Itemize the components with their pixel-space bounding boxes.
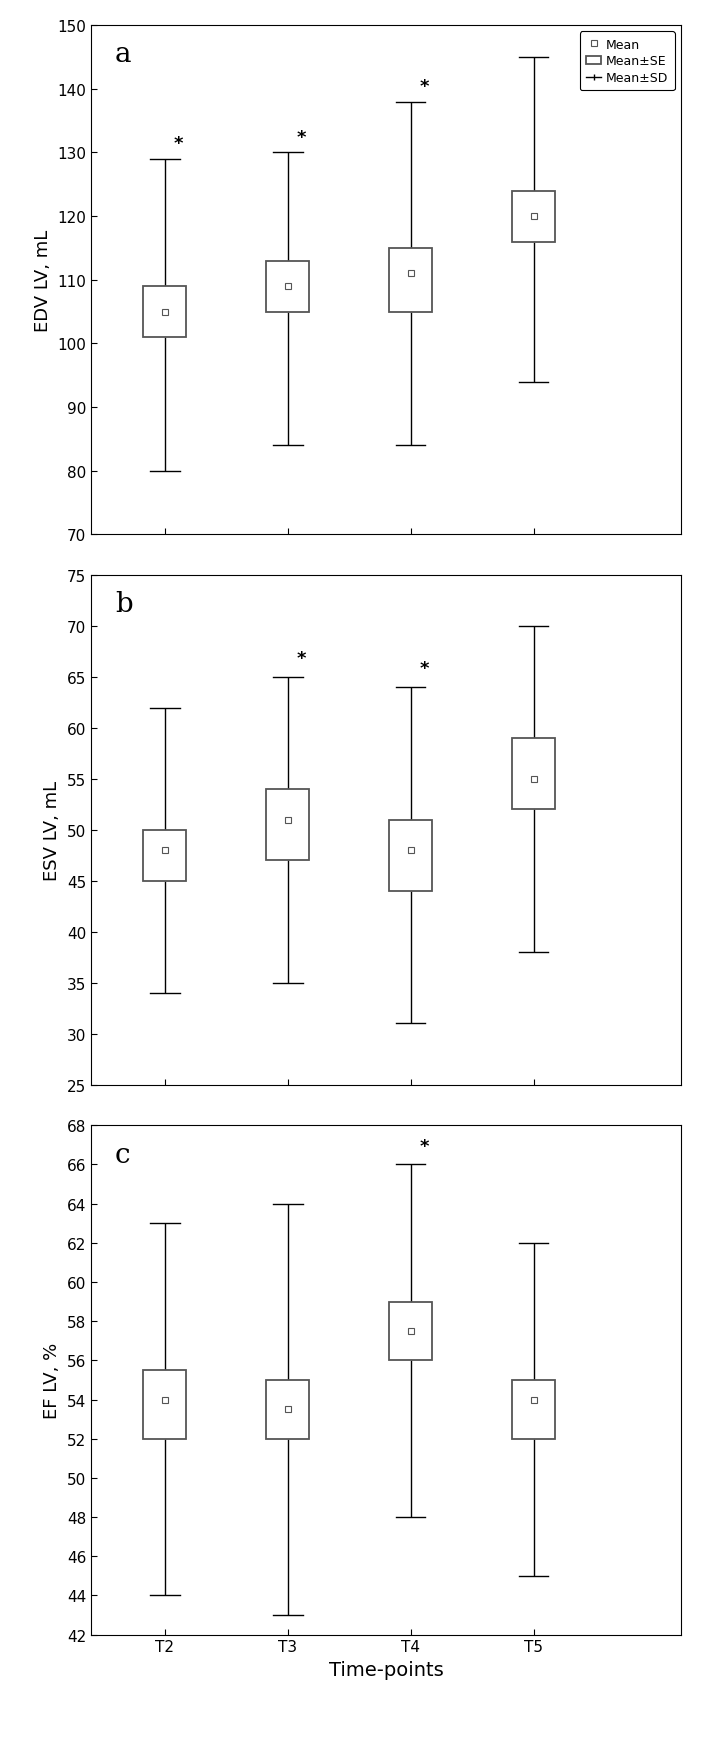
Text: *: * — [173, 136, 183, 153]
Text: c: c — [115, 1141, 131, 1169]
Bar — [389, 249, 432, 313]
Bar — [266, 1381, 310, 1438]
Bar — [143, 831, 187, 882]
Text: *: * — [419, 78, 429, 96]
X-axis label: Time-points: Time-points — [329, 1661, 444, 1680]
Bar — [512, 191, 555, 242]
Bar — [512, 1381, 555, 1438]
Bar — [266, 261, 310, 313]
Text: *: * — [419, 659, 429, 678]
Text: a: a — [115, 42, 131, 68]
Bar — [143, 287, 187, 337]
Y-axis label: EF LV, %: EF LV, % — [44, 1343, 61, 1419]
Text: *: * — [296, 129, 306, 148]
Bar — [143, 1370, 187, 1438]
Text: b: b — [115, 591, 133, 617]
Text: *: * — [296, 649, 306, 668]
Y-axis label: ESV LV, mL: ESV LV, mL — [44, 781, 62, 880]
Text: *: * — [419, 1137, 429, 1155]
Y-axis label: EDV LV, mL: EDV LV, mL — [34, 230, 52, 332]
Bar — [389, 1303, 432, 1360]
Bar — [389, 821, 432, 892]
Bar — [512, 739, 555, 810]
Legend: Mean, Mean±SE, Mean±SD: Mean, Mean±SE, Mean±SD — [580, 33, 675, 90]
Bar — [266, 790, 310, 861]
